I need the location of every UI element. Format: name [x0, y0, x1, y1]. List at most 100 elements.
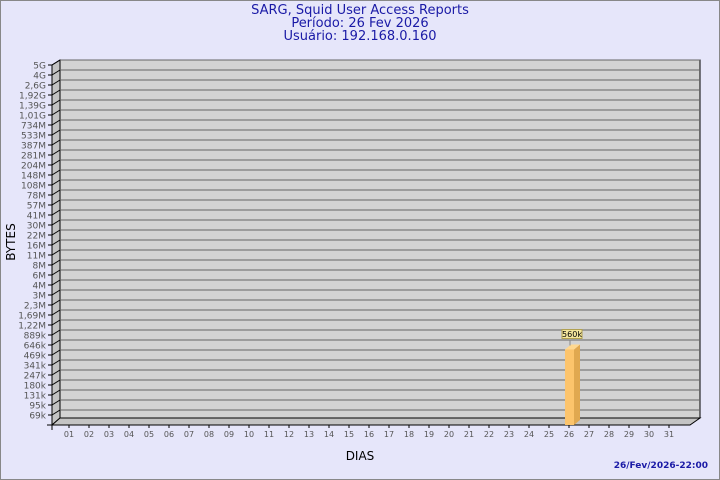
y-tick-label: 41M: [27, 212, 46, 222]
x-tick-label: 20: [444, 430, 454, 439]
y-tick-depth: [51, 339, 61, 346]
x-tick-label: 07: [184, 430, 194, 439]
x-tick-label: 17: [384, 430, 394, 439]
y-tick-label: 387M: [21, 142, 46, 152]
y-tick-depth: [51, 69, 61, 76]
x-tick-label: 06: [164, 430, 174, 439]
y-tick-label: 11M: [27, 252, 46, 262]
y-tick-depth: [51, 289, 61, 296]
y-tick-depth: [51, 119, 61, 126]
y-tick-depth: [51, 219, 61, 226]
y-tick-depth: [51, 199, 61, 206]
y-tick-depth: [51, 299, 61, 306]
x-tick-label: 28: [604, 430, 614, 439]
y-tick-label: 3M: [33, 292, 47, 302]
y-tick-depth: [51, 209, 61, 216]
y-tick-label: 533M: [21, 132, 46, 142]
y-tick-depth: [51, 99, 61, 106]
y-tick-depth: [51, 349, 61, 356]
y-tick-depth: [51, 379, 61, 386]
y-tick-label: 341k: [24, 362, 47, 372]
y-tick-label: 889k: [24, 332, 47, 342]
x-tick-label: 15: [344, 430, 354, 439]
y-tick-depth: [51, 169, 61, 176]
x-tick-label: 19: [424, 430, 434, 439]
y-tick-label: 646k: [24, 342, 47, 352]
y-tick-depth: [51, 389, 61, 396]
y-tick-label: 108M: [21, 182, 46, 192]
x-tick-label: 21: [464, 430, 474, 439]
y-tick-label: 247k: [24, 372, 47, 382]
chart-period: Período: 26 Fev 2026: [291, 16, 429, 31]
y-tick-label: 2,3M: [24, 302, 46, 312]
y-tick-label: 4M: [33, 282, 47, 292]
x-tick-label: 12: [284, 430, 294, 439]
y-tick-label: 4G: [33, 72, 46, 82]
y-tick-label: 8M: [33, 262, 47, 272]
y-tick-label: 469k: [24, 352, 47, 362]
chart-title: SARG, Squid User Access Reports: [251, 3, 469, 18]
y-tick-label: 1,69M: [18, 312, 46, 322]
y-tick-depth: [51, 239, 61, 246]
x-tick-label: 23: [504, 430, 514, 439]
bar-top: [565, 344, 580, 350]
x-tick-label: 03: [104, 430, 114, 439]
y-tick-label: 204M: [21, 162, 46, 172]
x-tick-label: 10: [244, 430, 254, 439]
y-tick-label: 2,6G: [25, 82, 46, 92]
y-tick-label: 16M: [27, 242, 46, 252]
y-tick-depth: [51, 329, 61, 336]
y-tick-depth: [51, 269, 61, 276]
y-tick-depth: [51, 309, 61, 316]
x-tick-label: 29: [624, 430, 634, 439]
y-axis-title: BYTES: [4, 223, 18, 260]
y-tick-depth: [51, 409, 61, 416]
x-tick-label: 30: [644, 430, 654, 439]
data-label-box: [561, 329, 583, 340]
y-tick-label: 95k: [29, 402, 46, 412]
y-tick-label: 1,01G: [19, 112, 46, 122]
y-tick-label: 281M: [21, 152, 46, 162]
y-tick-depth: [51, 229, 61, 236]
y-tick-label: 734M: [21, 122, 46, 132]
x-tick-label: 13: [304, 430, 314, 439]
y-tick-label: 1,22M: [18, 322, 46, 332]
x-tick-label: 05: [144, 430, 154, 439]
y-tick-depth: [51, 109, 61, 116]
x-tick-label: 24: [524, 430, 534, 439]
x-tick-label: 22: [484, 430, 494, 439]
y-tick-depth: [51, 89, 61, 96]
x-tick-label: 11: [264, 430, 274, 439]
y-tick-label: 30M: [27, 222, 46, 232]
y-tick-depth: [51, 189, 61, 196]
chart-user: Usuário: 192.168.0.160: [283, 29, 437, 44]
y-tick-depth: [51, 399, 61, 406]
y-tick-depth: [51, 359, 61, 366]
x-tick-label: 02: [84, 430, 94, 439]
x-tick-label: 25: [544, 430, 554, 439]
y-tick-depth: [51, 319, 61, 326]
y-tick-depth: [51, 179, 61, 186]
x-tick-label: 08: [204, 430, 214, 439]
y-tick-depth: [51, 59, 61, 66]
x-axis-title: DIAS: [346, 449, 375, 463]
data-label: 560k: [562, 330, 582, 339]
bar-side: [574, 344, 580, 425]
x-tick-label: 01: [64, 430, 74, 439]
y-tick-label: 22M: [27, 232, 46, 242]
y-tick-depth: [51, 149, 61, 156]
x-tick-label: 04: [124, 430, 134, 439]
y-tick-depth: [51, 369, 61, 376]
x-tick-label: 27: [584, 430, 594, 439]
x-tick-label: 26: [564, 430, 574, 439]
x-tick-label: 16: [364, 430, 374, 439]
y-tick-depth: [51, 249, 61, 256]
y-tick-label: 6M: [33, 272, 47, 282]
x-tick-label: 14: [324, 430, 334, 439]
y-tick-depth: [51, 159, 61, 166]
y-tick-label: 57M: [27, 202, 46, 212]
plot-floor: [50, 417, 702, 426]
x-tick-label: 31: [664, 430, 674, 439]
y-tick-depth: [51, 79, 61, 86]
